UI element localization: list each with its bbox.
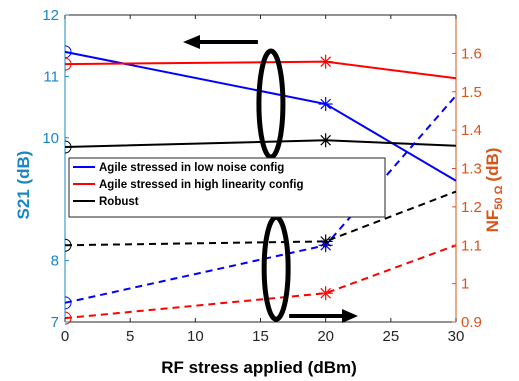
- series-start-marker: [64, 238, 72, 252]
- legend: Agile stressed in low noise config Agile …: [68, 157, 386, 218]
- legend-entry-label: Robust: [99, 196, 139, 208]
- series-asterisk-marker: [318, 133, 333, 148]
- y-left-tick-label: 7: [51, 314, 59, 331]
- series-asterisk-marker: [318, 234, 333, 249]
- y-left-tick-label: 8: [51, 253, 59, 270]
- x-tick-label: 5: [126, 328, 134, 345]
- y-right-tick-label: 0.9: [461, 314, 482, 331]
- tick-layer: 0 5 10 15 20 25 30 7 8 10 11 12 0.9 1 1.1 1.2 1.3 1.4 1.5 1…: [42, 7, 482, 345]
- series-start-marker: [64, 45, 72, 59]
- asterisk-stroke: [320, 287, 331, 299]
- y-axis-right-label-main: NF: [483, 210, 502, 233]
- legend-entry-label: Agile stressed in low noise config: [99, 162, 284, 174]
- y-right-tick-label: 1.1: [461, 237, 482, 254]
- x-tick-label: 10: [187, 328, 204, 345]
- y-axis-right-label-sub: 50 Ω: [493, 185, 505, 209]
- asterisk-stroke: [320, 134, 331, 146]
- asterisk-stroke: [320, 98, 331, 110]
- x-tick-label: 15: [252, 328, 269, 345]
- right-arrow-head: [342, 309, 358, 323]
- x-tick-label: 30: [448, 328, 465, 345]
- y-right-tick-label: 1.2: [461, 199, 482, 216]
- series-asterisk-marker: [318, 54, 333, 69]
- y-right-tick-label: 1.6: [461, 45, 482, 62]
- x-tick-label: 0: [61, 328, 69, 345]
- series-start-marker: [64, 296, 72, 310]
- x-axis-label: RF stress applied (dBm): [161, 358, 357, 377]
- asterisk-stroke: [320, 56, 331, 67]
- y-right-tick-label: 1: [461, 276, 469, 293]
- series-start-marker: [64, 57, 72, 71]
- y-left-tick-label: 12: [42, 7, 59, 24]
- y-left-tick-label: 10: [42, 130, 59, 147]
- x-tick-label: 25: [382, 328, 399, 345]
- lower-group-ellipse: [261, 214, 291, 322]
- y-left-tick-label: 11: [43, 68, 59, 85]
- series-asterisk-marker: [318, 97, 333, 112]
- series-start-marker: [64, 311, 72, 325]
- y-axis-left-label: S21 (dB): [14, 151, 33, 220]
- y-right-tick-label: 1.5: [461, 84, 482, 101]
- series-asterisk-marker: [318, 286, 333, 301]
- upper-group-ellipse: [256, 48, 286, 160]
- marker-layer: [64, 45, 333, 325]
- asterisk-stroke: [320, 236, 331, 247]
- left-arrow-head: [183, 35, 200, 49]
- y-axis-right-label: NF50 Ω (dB): [483, 148, 505, 233]
- series-line: [64, 190, 457, 247]
- series-start-marker: [64, 140, 72, 154]
- y-right-tick-label: 1.4: [461, 122, 482, 139]
- y-axis-right-label-unit: (dB): [483, 148, 502, 182]
- legend-box: [68, 157, 386, 218]
- legend-entry-label: Agile stressed in high linearity config: [99, 179, 303, 191]
- x-tick-label: 20: [317, 328, 334, 345]
- y-right-tick-label: 1.3: [461, 161, 482, 178]
- series-line: [64, 244, 457, 320]
